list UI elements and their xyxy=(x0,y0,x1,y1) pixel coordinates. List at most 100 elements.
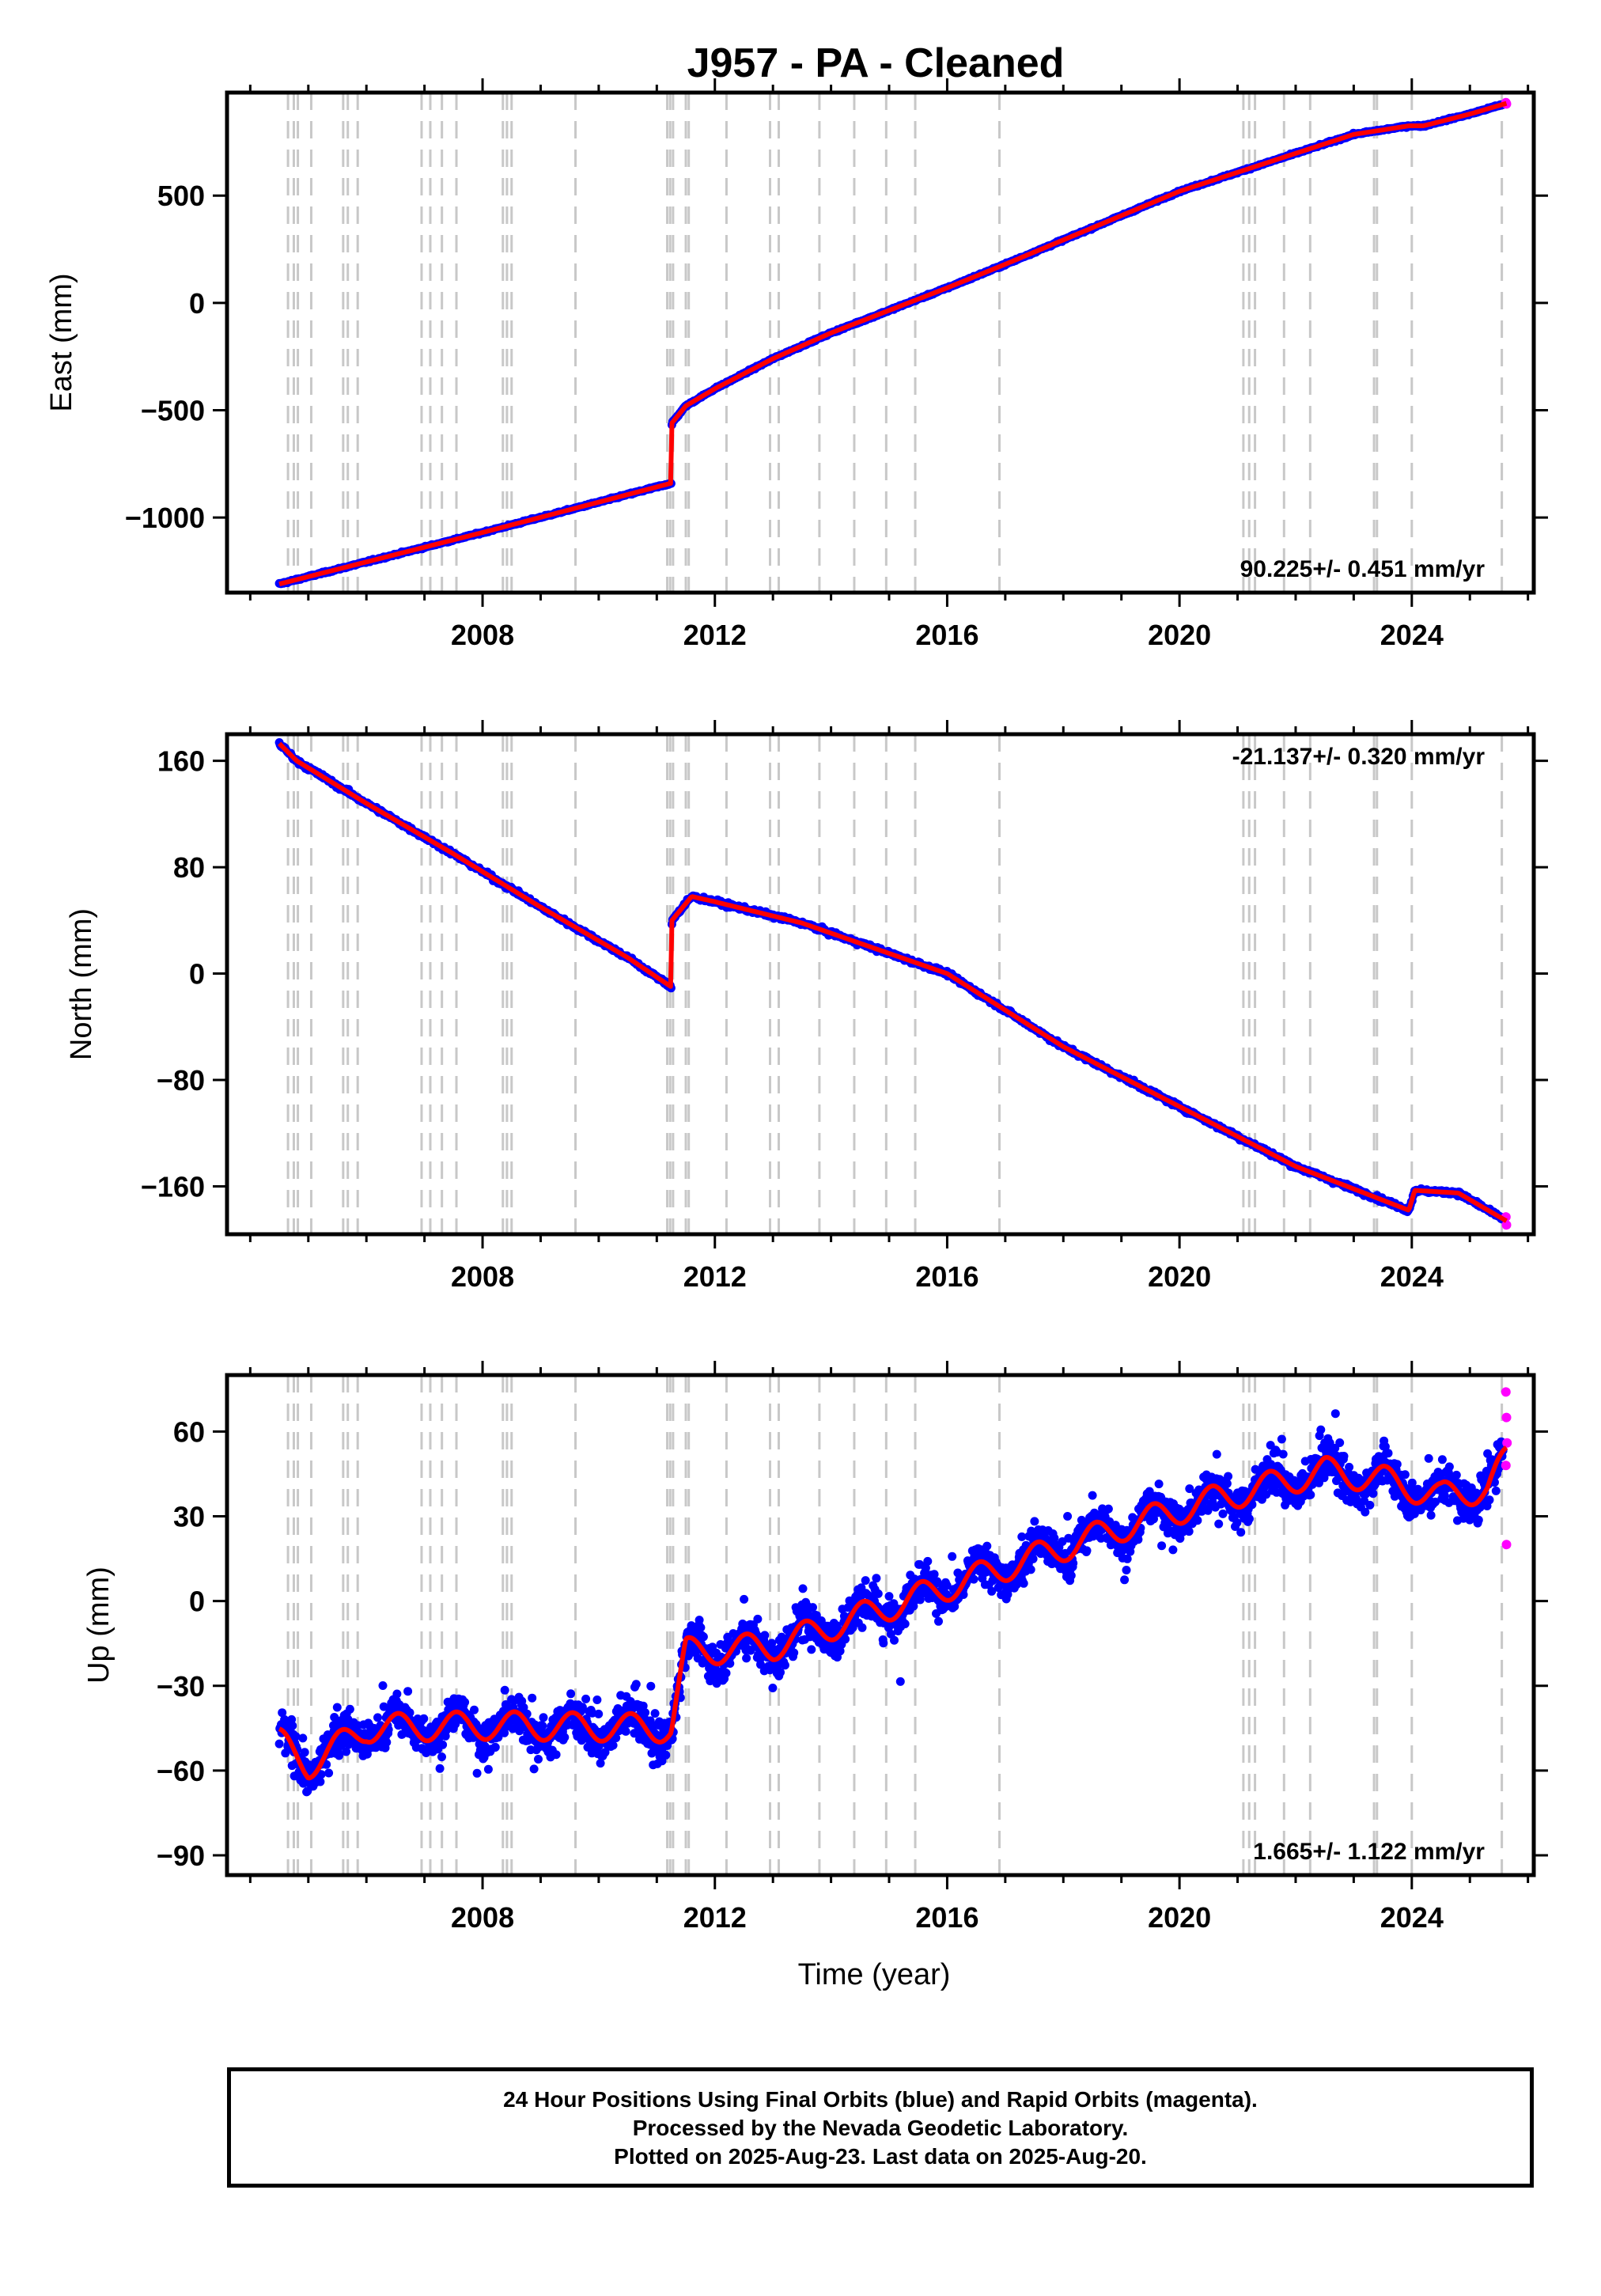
data-point xyxy=(608,1741,618,1750)
east-rate-label: 90.225+/- 0.451 mm/yr xyxy=(1240,556,1486,582)
data-point xyxy=(661,1750,671,1760)
data-point xyxy=(345,1704,354,1714)
y-tick-label: 0 xyxy=(189,287,205,320)
data-point xyxy=(378,1681,388,1690)
data-point xyxy=(631,1680,641,1689)
data-point xyxy=(437,1752,446,1762)
data-point xyxy=(332,1703,342,1712)
north-y-axis-label: North (mm) xyxy=(65,908,98,1060)
north-model-fit-line xyxy=(277,741,1508,1223)
data-point xyxy=(300,1748,309,1757)
data-point xyxy=(539,1713,548,1722)
x-tick-label: 2008 xyxy=(451,1260,514,1293)
data-point xyxy=(695,1616,704,1625)
data-point xyxy=(646,1681,656,1691)
chart-title: J957 - PA - Cleaned xyxy=(687,40,1065,86)
data-point xyxy=(438,1740,448,1749)
data-point xyxy=(621,1726,630,1736)
data-point xyxy=(969,1574,978,1584)
y-tick-label: −1000 xyxy=(125,502,205,534)
data-point xyxy=(740,1594,749,1604)
data-point xyxy=(873,1589,883,1598)
data-point xyxy=(500,1685,509,1695)
data-point xyxy=(373,1713,382,1722)
north-plot-area xyxy=(274,734,1512,1234)
data-point xyxy=(884,1592,894,1601)
x-tick-label: 2016 xyxy=(915,1260,978,1293)
data-point xyxy=(581,1694,591,1703)
data-point xyxy=(982,1541,992,1551)
data-point xyxy=(808,1603,817,1612)
data-point xyxy=(274,1739,284,1749)
data-point xyxy=(698,1632,708,1642)
data-point xyxy=(900,1620,910,1628)
data-point xyxy=(1088,1491,1097,1500)
data-point xyxy=(291,1732,301,1741)
data-point xyxy=(403,1687,413,1696)
data-point xyxy=(278,1708,287,1718)
data-point xyxy=(879,1639,888,1648)
data-point xyxy=(382,1737,392,1747)
data-point xyxy=(335,1751,344,1760)
data-point xyxy=(1063,1512,1073,1521)
data-point xyxy=(316,1770,326,1779)
data-point xyxy=(324,1768,334,1778)
data-point xyxy=(721,1669,731,1678)
x-tick-label: 2024 xyxy=(1380,1260,1444,1293)
data-point xyxy=(872,1574,881,1583)
data-point xyxy=(857,1623,867,1632)
east-frame xyxy=(225,90,1536,595)
y-tick-label: −80 xyxy=(157,1064,205,1097)
east-y-axis-label: East (mm) xyxy=(45,273,78,411)
north-final-orbit-points xyxy=(274,738,1508,1224)
y-tick-label: 0 xyxy=(189,958,205,991)
data-point xyxy=(753,1614,763,1623)
east-plot-area xyxy=(274,93,1512,593)
data-point xyxy=(460,1698,470,1707)
east-final-orbit-points xyxy=(274,100,1508,589)
data-point xyxy=(696,1623,706,1632)
east-model-fit-line xyxy=(278,100,1508,587)
data-point xyxy=(435,1764,445,1773)
data-point xyxy=(841,1635,850,1644)
data-point xyxy=(490,1742,500,1752)
up-final-orbit-points xyxy=(274,1409,1508,1797)
data-point xyxy=(650,1709,660,1718)
data-point xyxy=(1030,1517,1039,1526)
data-point xyxy=(798,1584,808,1593)
data-point xyxy=(1019,1578,1028,1588)
data-point xyxy=(776,1668,785,1677)
data-point xyxy=(566,1689,576,1699)
data-point xyxy=(895,1677,905,1686)
x-tick-label: 2020 xyxy=(1148,1260,1211,1293)
data-point xyxy=(472,1768,482,1778)
data-point xyxy=(789,1648,799,1658)
north-frame xyxy=(225,732,1536,1237)
north-rate-label: -21.137+/- 0.320 mm/yr xyxy=(1232,744,1486,770)
y-tick-label: 80 xyxy=(173,851,205,884)
data-point xyxy=(560,1733,570,1742)
data-point xyxy=(419,1714,429,1723)
data-point xyxy=(948,1552,957,1561)
data-point xyxy=(551,1750,561,1760)
data-point xyxy=(1026,1565,1035,1574)
x-tick-label: 2012 xyxy=(683,1260,747,1293)
data-point xyxy=(807,1645,816,1654)
x-tick-label: 2024 xyxy=(1380,619,1444,651)
y-tick-label: 500 xyxy=(157,180,205,212)
data-point xyxy=(768,1684,778,1692)
data-point xyxy=(528,1693,537,1703)
x-tick-label: 2012 xyxy=(683,619,747,651)
data-point xyxy=(534,1755,543,1764)
data-point xyxy=(861,1576,870,1586)
data-point xyxy=(780,1661,789,1670)
data-point xyxy=(342,1747,351,1756)
data-point xyxy=(405,1708,414,1718)
data-point xyxy=(1028,1554,1038,1563)
data-point xyxy=(422,1749,431,1757)
data-point xyxy=(592,1695,602,1704)
